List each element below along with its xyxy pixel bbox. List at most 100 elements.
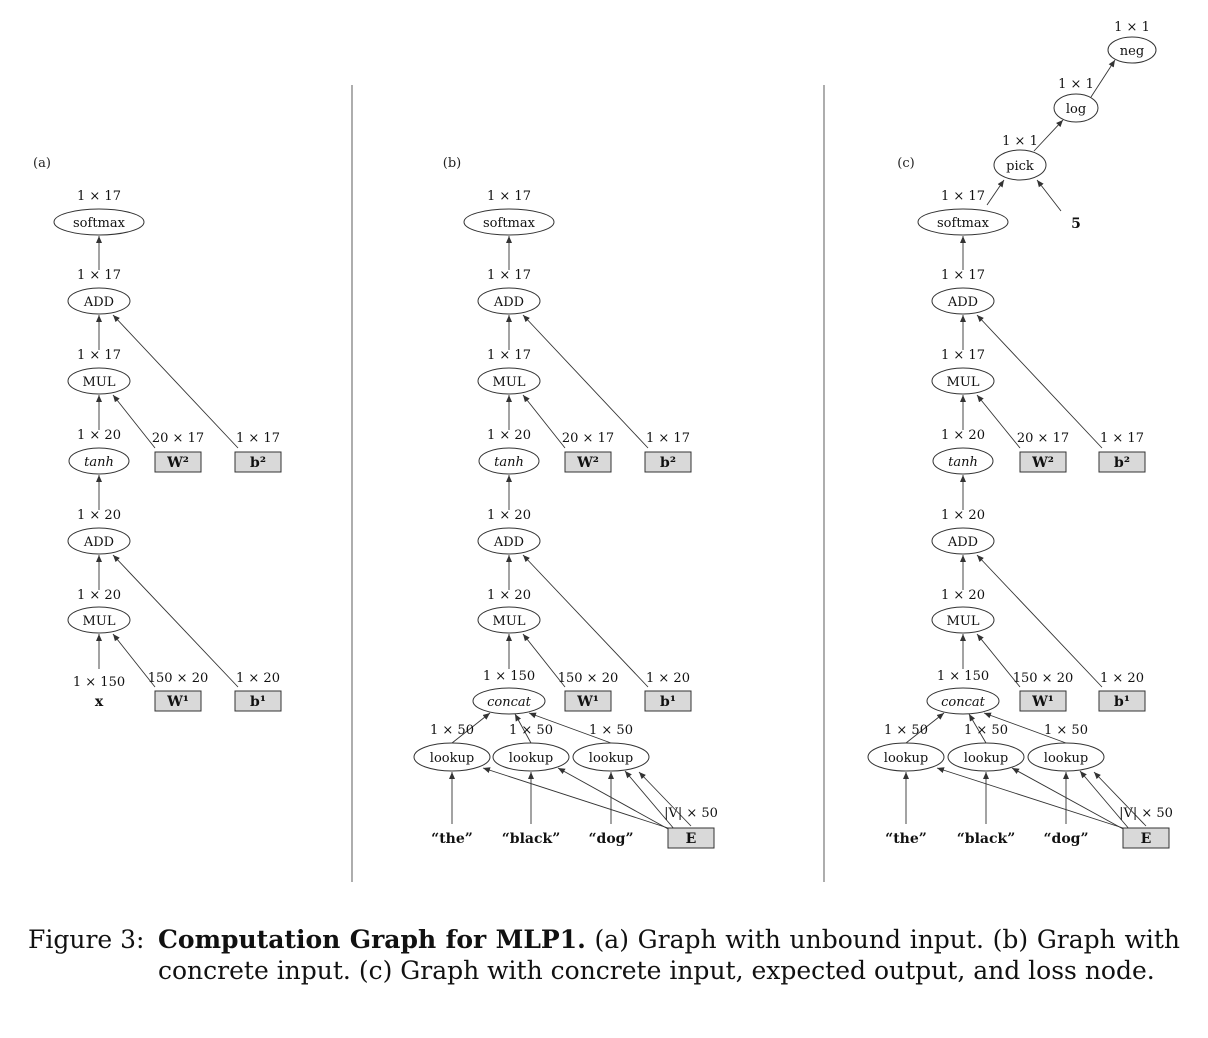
panel-b: (b) softmax ADD MUL tanh ADD MUL concat lookup lo… xyxy=(413,156,718,849)
node-ellipse xyxy=(53,208,145,236)
node-ellipse xyxy=(1053,93,1099,123)
caption-title: Computation Graph for MLP1. xyxy=(158,925,586,954)
node-ellipse xyxy=(917,208,1009,236)
node-label: W¹ xyxy=(166,694,189,710)
dim-label-w1: 150 × 20 xyxy=(558,671,619,686)
node-add1: ADD xyxy=(931,527,995,555)
graph-edge xyxy=(451,712,491,744)
node-mul1: MUL xyxy=(477,606,541,634)
node-label: lookup xyxy=(884,751,928,766)
node-label: lookup xyxy=(430,751,474,766)
param-box xyxy=(1019,451,1067,473)
node-label: ADD xyxy=(493,295,524,310)
node-label: W¹ xyxy=(576,694,599,710)
param-box xyxy=(644,690,692,712)
node-b2: b² xyxy=(644,451,692,473)
node-w1: W¹ xyxy=(154,690,202,712)
node-concat: concat xyxy=(472,687,546,715)
dim-label-b2: 1 × 17 xyxy=(646,431,690,446)
graph-edge xyxy=(976,633,1021,688)
dim-label-w1: 150 × 20 xyxy=(148,671,209,686)
caption-label: Figure 3: xyxy=(28,925,145,954)
node-ellipse xyxy=(947,742,1025,772)
node-label: MUL xyxy=(83,375,116,390)
node-mul1: MUL xyxy=(67,606,131,634)
graph-edge xyxy=(986,179,1005,206)
node-label: MUL xyxy=(493,375,526,390)
dim-label-tanh: 1 × 20 xyxy=(487,428,531,443)
graph-edge xyxy=(976,554,1103,688)
node-label: tanh xyxy=(494,455,524,470)
node-black: “black” xyxy=(502,831,561,847)
node-label: W² xyxy=(1031,455,1054,471)
node-ellipse xyxy=(477,367,541,395)
node-label: softmax xyxy=(937,216,990,231)
dim-label-lookup1: 1 × 50 xyxy=(884,723,928,738)
graph-edge xyxy=(1033,119,1064,152)
graph-edge xyxy=(482,767,669,829)
node-ellipse xyxy=(931,367,995,395)
node-dog: “dog” xyxy=(1043,831,1088,847)
node-mul2: MUL xyxy=(67,367,131,395)
dim-label-lookup2: 1 × 50 xyxy=(509,723,553,738)
node-label: MUL xyxy=(947,375,980,390)
node-ellipse xyxy=(993,149,1047,181)
node-label: lookup xyxy=(509,751,553,766)
node-lookup1: lookup xyxy=(867,742,945,772)
dim-label-softmax: 1 × 17 xyxy=(941,189,985,204)
graph-edge xyxy=(112,633,156,688)
param-box xyxy=(154,451,202,473)
dim-label-b1: 1 × 20 xyxy=(236,671,280,686)
node-E: E xyxy=(1122,827,1170,849)
dim-label-tanh: 1 × 20 xyxy=(941,428,985,443)
graph-edge xyxy=(528,712,612,744)
node-label: concat xyxy=(487,695,532,710)
dim-label-mul1: 1 × 20 xyxy=(487,588,531,603)
node-lookup2: lookup xyxy=(947,742,1025,772)
dim-label-mul2: 1 × 17 xyxy=(487,348,531,363)
computation-graph-figure: (a) softmax ADD MUL tanh ADD MUL x W² b² W¹ b¹ 1 × 1… xyxy=(33,20,1173,882)
node-add1: ADD xyxy=(67,527,131,555)
dim-label-concat: 1 × 150 xyxy=(483,669,535,684)
node-b2: b² xyxy=(1098,451,1146,473)
node-label: E xyxy=(686,831,697,847)
panel-label: (b) xyxy=(443,156,461,171)
node-label: MUL xyxy=(947,614,980,629)
panel-label: (a) xyxy=(33,156,51,171)
node-ellipse xyxy=(478,447,540,475)
node-ellipse xyxy=(931,287,995,315)
node-black: “black” xyxy=(957,831,1016,847)
node-ellipse xyxy=(68,447,130,475)
dim-label-w2: 20 × 17 xyxy=(152,431,204,446)
graph-edge xyxy=(936,767,1124,829)
dim-label-tanh: 1 × 20 xyxy=(77,428,121,443)
node-label: “black” xyxy=(502,831,561,847)
panel-label: (c) xyxy=(897,156,914,171)
node-lookup3: lookup xyxy=(572,742,650,772)
node-ellipse xyxy=(931,527,995,555)
node-ellipse xyxy=(1107,36,1157,64)
param-box xyxy=(234,690,282,712)
dim-label-b2: 1 × 17 xyxy=(236,431,280,446)
dim-label-lookup3: 1 × 50 xyxy=(1044,723,1088,738)
node-label: concat xyxy=(941,695,986,710)
node-label: softmax xyxy=(483,216,536,231)
node-ellipse xyxy=(477,527,541,555)
dim-label-lookup3: 1 × 50 xyxy=(589,723,633,738)
dim-label-mul1: 1 × 20 xyxy=(941,588,985,603)
node-b2: b² xyxy=(234,451,282,473)
node-log: log xyxy=(1053,93,1099,123)
node-b1: b¹ xyxy=(644,690,692,712)
node-ellipse xyxy=(67,527,131,555)
node-mul1: MUL xyxy=(931,606,995,634)
node-label: ADD xyxy=(947,295,978,310)
node-label: 5 xyxy=(1071,216,1081,232)
node-label: ADD xyxy=(83,295,114,310)
node-label: ADD xyxy=(493,535,524,550)
dim-label-E: |V| × 50 xyxy=(1119,806,1173,821)
node-ellipse xyxy=(463,208,555,236)
graph-edge xyxy=(624,770,676,831)
graph-edge xyxy=(522,394,566,449)
node-label: lookup xyxy=(589,751,633,766)
param-box xyxy=(667,827,715,849)
